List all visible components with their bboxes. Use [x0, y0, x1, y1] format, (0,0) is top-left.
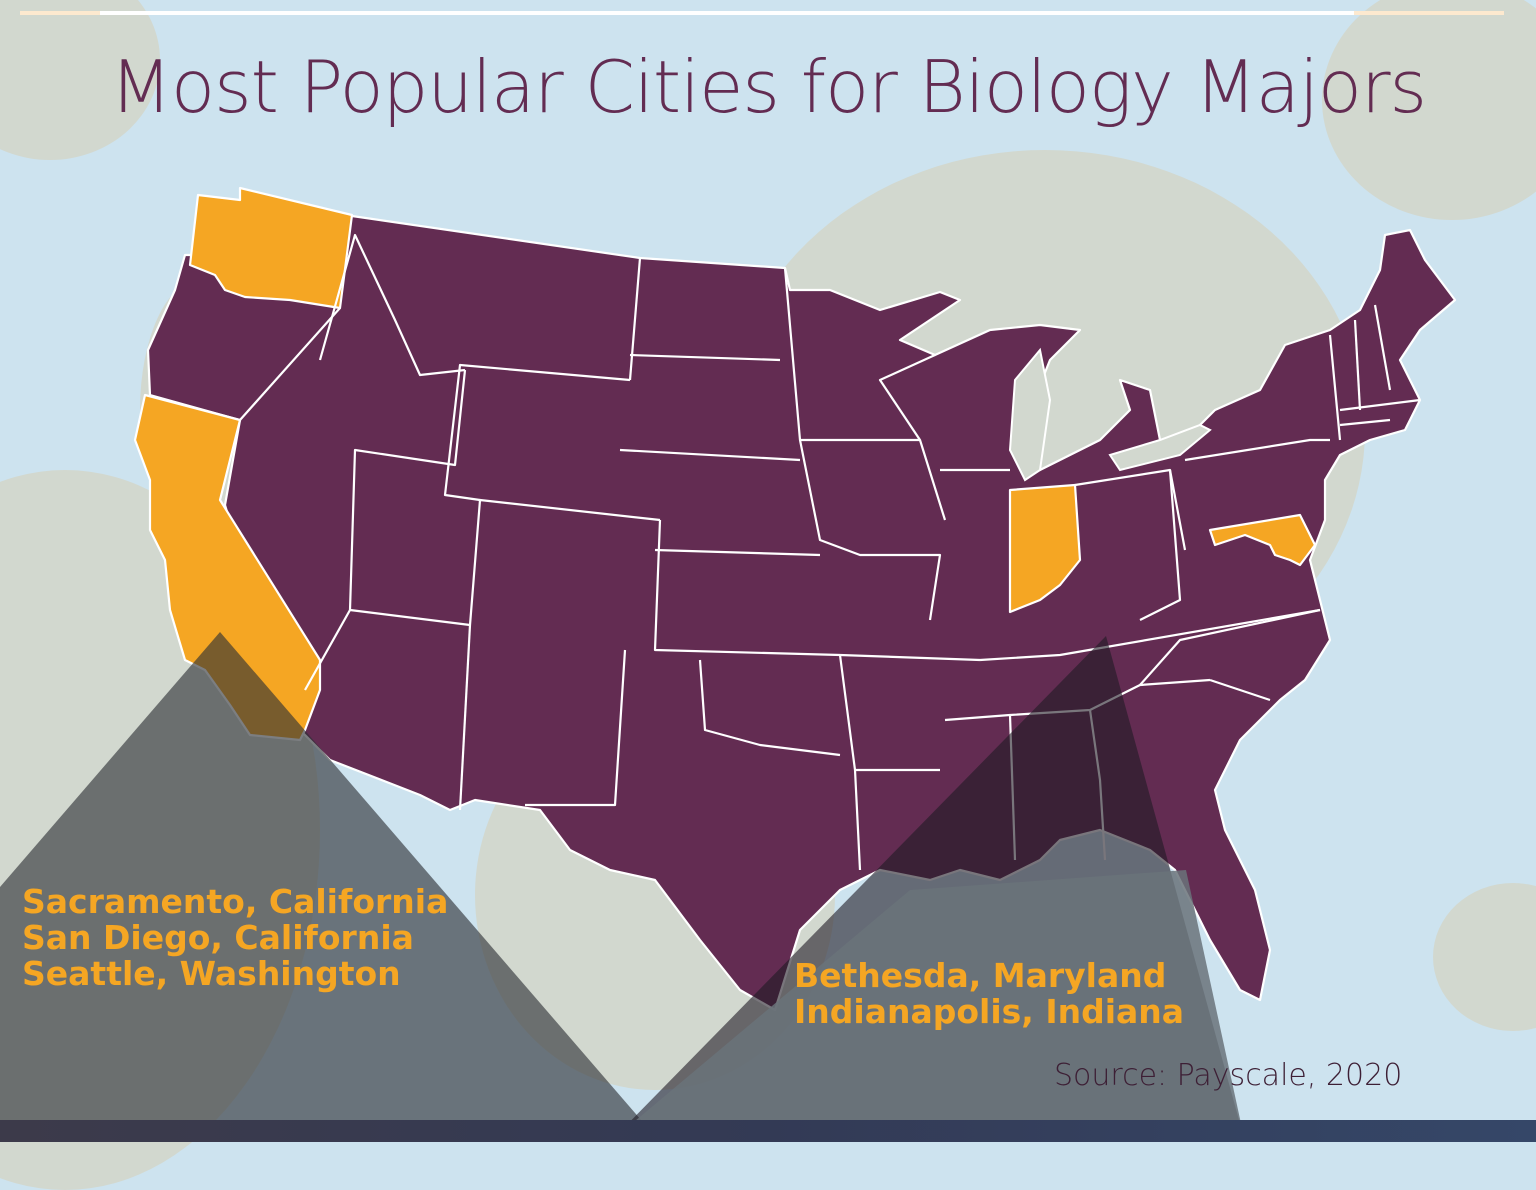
state-washington [188, 186, 354, 310]
callout-east: Bethesda, Maryland Indianapolis, Indiana [794, 958, 1184, 1030]
city-label: Seattle, Washington [22, 954, 401, 993]
lake-michigan [1008, 347, 1052, 482]
footer-bar [0, 1120, 1536, 1142]
spotlight-east-ground [610, 870, 1245, 1142]
lake-erie [1108, 423, 1212, 472]
top-rule-divider [20, 11, 1504, 15]
page-title: Most Popular Cities for Biology Majors [109, 45, 1427, 129]
city-label: Bethesda, Maryland [794, 956, 1167, 995]
city-label: Sacramento, California [22, 882, 449, 921]
state-maryland [1208, 513, 1317, 567]
city-label: Indianapolis, Indiana [794, 992, 1185, 1031]
decor-circle-top-right [1322, 0, 1536, 220]
spotlight-west [0, 632, 660, 1142]
us-states-map [0, 186, 1457, 1142]
city-label: San Diego, California [22, 918, 414, 957]
callout-west: Sacramento, California San Diego, Califo… [22, 884, 448, 992]
source-citation: Source: Payscale, 2020 [1054, 1058, 1403, 1093]
